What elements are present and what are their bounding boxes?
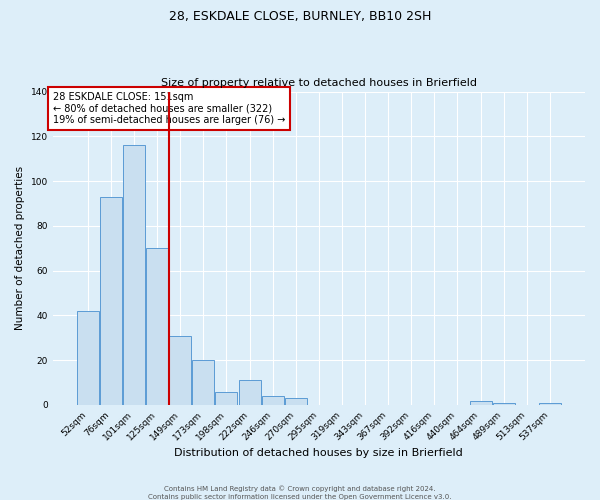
Bar: [193, 360, 214, 405]
Y-axis label: Number of detached properties: Number of detached properties: [15, 166, 25, 330]
Bar: [493, 403, 515, 405]
Bar: [285, 398, 307, 405]
Text: 28, ESKDALE CLOSE, BURNLEY, BB10 2SH: 28, ESKDALE CLOSE, BURNLEY, BB10 2SH: [169, 10, 431, 23]
Text: Contains HM Land Registry data © Crown copyright and database right 2024.: Contains HM Land Registry data © Crown c…: [164, 486, 436, 492]
Bar: [262, 396, 284, 405]
Bar: [239, 380, 260, 405]
Bar: [169, 336, 191, 405]
Bar: [470, 400, 491, 405]
Bar: [123, 146, 145, 405]
Title: Size of property relative to detached houses in Brierfield: Size of property relative to detached ho…: [161, 78, 477, 88]
Bar: [215, 392, 238, 405]
Text: 28 ESKDALE CLOSE: 151sqm
← 80% of detached houses are smaller (322)
19% of semi-: 28 ESKDALE CLOSE: 151sqm ← 80% of detach…: [53, 92, 285, 125]
Bar: [100, 197, 122, 405]
Bar: [539, 403, 561, 405]
Bar: [146, 248, 168, 405]
Text: Contains public sector information licensed under the Open Government Licence v3: Contains public sector information licen…: [148, 494, 452, 500]
Bar: [77, 311, 99, 405]
X-axis label: Distribution of detached houses by size in Brierfield: Distribution of detached houses by size …: [175, 448, 463, 458]
